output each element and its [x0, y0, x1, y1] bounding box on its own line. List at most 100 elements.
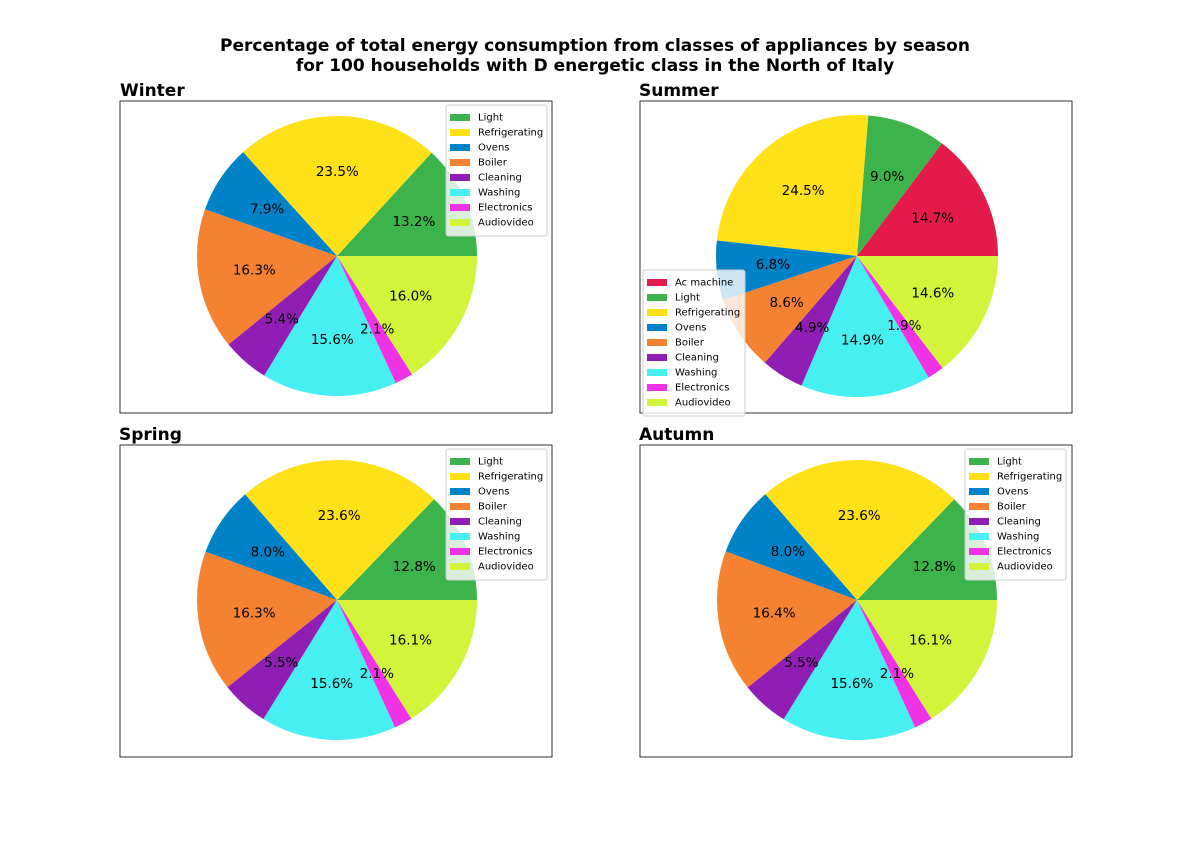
legend-swatch-light — [450, 458, 470, 465]
pie-slice-light — [337, 152, 477, 256]
pie-slice-light — [857, 499, 997, 600]
legend-label-electronics: Electronics — [997, 547, 1052, 558]
slice-label-audiovideo: 14.6% — [911, 286, 954, 302]
slice-label-refrigerating: 23.6% — [318, 508, 361, 524]
legend-label-boiler: Boiler — [478, 158, 508, 169]
legend-label-cleaning: Cleaning — [675, 353, 719, 364]
legend-label-audiovideo: Audiovideo — [675, 398, 731, 409]
legend-label-washing: Washing — [478, 532, 520, 543]
legend-box — [445, 448, 548, 581]
pie-slice-cleaning — [764, 256, 857, 386]
legend-swatch-washing — [647, 369, 667, 376]
pie-slice-cleaning — [747, 600, 857, 720]
legend-label-boiler: Boiler — [478, 502, 508, 513]
slice-label-audiovideo: 16.1% — [909, 633, 952, 649]
figure-title: Percentage of total energy consumption f… — [0, 36, 1190, 76]
axes-frame — [119, 100, 553, 414]
pie-slice-audiovideo — [337, 256, 477, 375]
legend-label-ovens: Ovens — [997, 487, 1029, 498]
slice-label-cleaning: 4.9% — [795, 320, 829, 336]
legend-label-audiovideo: Audiovideo — [478, 562, 534, 573]
pie-slice-washing — [801, 256, 929, 397]
pie-slice-ovens — [204, 152, 337, 256]
legend-label-ac-machine: Ac machine — [675, 278, 733, 289]
panel-title-winter: Winter — [120, 81, 185, 101]
axes-frame — [639, 444, 1073, 758]
pie-slice-washing — [264, 256, 396, 397]
legend-swatch-cleaning — [647, 354, 667, 361]
pie-slice-boiler — [197, 551, 337, 688]
pie-slice-electronics — [857, 256, 943, 378]
slice-label-cleaning: 5.5% — [264, 655, 298, 671]
pie-slice-washing — [783, 600, 916, 740]
legend-swatch-cleaning — [450, 174, 470, 181]
legend-swatch-cleaning — [450, 518, 470, 525]
pie-slice-boiler — [197, 209, 337, 345]
legend-swatch-electronics — [969, 548, 989, 555]
legend-swatch-ovens — [647, 324, 667, 331]
legend-label-light: Light — [997, 457, 1022, 468]
legend-label-cleaning: Cleaning — [478, 173, 522, 184]
panel-title-autumn: Autumn — [639, 425, 715, 445]
legend-label-boiler: Boiler — [675, 338, 705, 349]
legend-swatch-boiler — [450, 159, 470, 166]
legend-label-refrigerating: Refrigerating — [478, 472, 543, 483]
slice-label-cleaning: 5.5% — [784, 655, 818, 671]
slice-label-refrigerating: 23.6% — [838, 508, 881, 524]
panel-title-summer: Summer — [639, 81, 719, 101]
pie-slice-boiler — [723, 256, 857, 363]
legend-box — [445, 104, 548, 237]
legend-swatch-light — [450, 114, 470, 121]
pie-slice-boiler — [716, 551, 857, 688]
legend-swatch-light — [969, 458, 989, 465]
pie-slice-ac-machine — [857, 143, 998, 256]
slice-label-washing: 14.9% — [841, 332, 884, 348]
pie-slice-electronics — [337, 600, 412, 728]
slice-label-refrigerating: 24.5% — [782, 183, 825, 199]
pie-slice-ovens — [725, 494, 857, 600]
slice-label-audiovideo: 16.0% — [389, 289, 432, 305]
legend-spring: Light Refrigerating Ovens Boiler Cleaning Was… — [445, 448, 548, 581]
slice-label-light: 13.2% — [392, 214, 435, 230]
slice-label-boiler: 16.3% — [233, 605, 276, 621]
legend-label-washing: Washing — [478, 188, 520, 199]
legend-summer: Ac machine Light Refrigerating Ovens Boiler C… — [642, 269, 746, 417]
pie-slice-ovens — [715, 240, 857, 301]
slice-label-light: 12.8% — [913, 559, 956, 575]
axes-frame — [639, 100, 1073, 414]
pie-slice-audiovideo — [857, 256, 998, 369]
slice-label-washing: 15.6% — [310, 676, 353, 692]
panel-title-spring: Spring — [119, 425, 182, 445]
pie-chart-summer: 14.7% 9.0% 24.5% 6.8% 8.6% 4.9% 14.9%1.9% 14.6%… — [639, 100, 1073, 417]
slice-label-boiler: 16.4% — [753, 605, 796, 621]
legend-box — [642, 269, 746, 417]
pie-slice-refrigerating — [245, 460, 435, 600]
pie-slice-cleaning — [228, 256, 337, 376]
slice-label-light: 12.8% — [393, 559, 436, 575]
slice-label-light: 9.0% — [870, 169, 904, 185]
legend-swatch-washing — [450, 533, 470, 540]
pie-slice-cleaning — [227, 600, 337, 720]
pie-chart-winter: 13.2% 23.5% 7.9% 16.3% 5.4% 15.6% 2.1% 16.0% Lig… — [119, 100, 553, 414]
pie-slice-refrigerating — [765, 460, 955, 600]
legend-swatch-electronics — [647, 384, 667, 391]
legend-swatch-ovens — [450, 488, 470, 495]
pie-slice-light — [857, 115, 942, 256]
legend-swatch-refrigerating — [647, 309, 667, 316]
legend-swatch-ac-machine — [647, 279, 667, 286]
slice-label-boiler: 16.3% — [233, 262, 276, 278]
legend-label-refrigerating: Refrigerating — [997, 472, 1062, 483]
legend-label-ovens: Ovens — [478, 143, 510, 154]
pie-slice-light — [337, 499, 477, 600]
pie-slice-electronics — [857, 600, 932, 728]
legend-swatch-boiler — [450, 503, 470, 510]
slice-label-ovens: 6.8% — [756, 257, 790, 273]
slice-label-electronics: 2.1% — [360, 322, 394, 338]
legend-label-washing: Washing — [997, 532, 1039, 543]
legend-swatch-light — [647, 294, 667, 301]
legend-swatch-cleaning — [969, 518, 989, 525]
legend-label-electronics: Electronics — [478, 547, 533, 558]
legend-swatch-electronics — [450, 548, 470, 555]
slice-label-washing: 15.6% — [311, 332, 354, 348]
legend-label-audiovideo: Audiovideo — [997, 562, 1053, 573]
